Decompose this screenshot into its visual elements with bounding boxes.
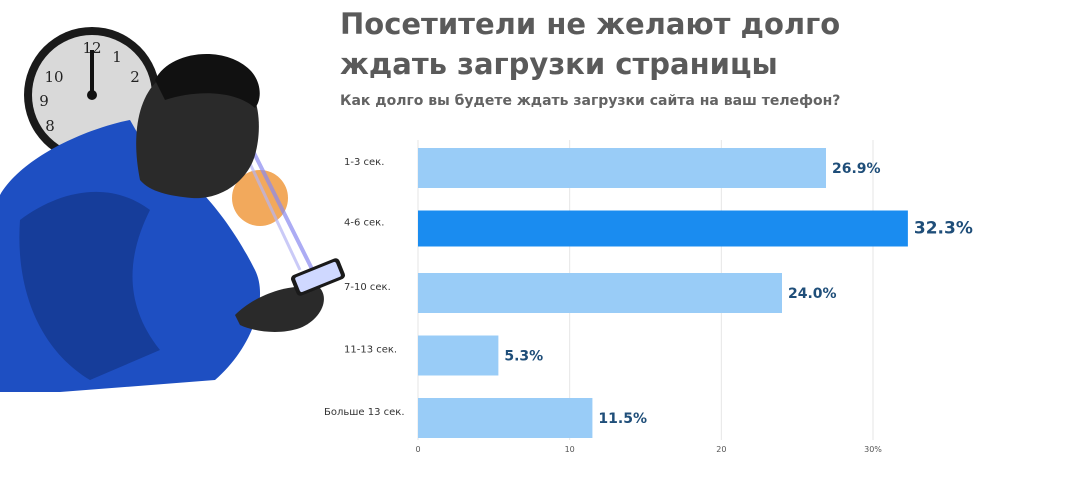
data-label: 24.0% bbox=[788, 286, 837, 302]
bar bbox=[418, 335, 499, 376]
chart-title: Как долго вы будете ждать загрузки сайта… bbox=[340, 93, 841, 109]
smartphone-icon bbox=[290, 258, 346, 296]
category-label: 7-10 сек. bbox=[344, 282, 391, 293]
x-tick-label: 20 bbox=[716, 445, 726, 454]
clock-numeral: 9 bbox=[39, 92, 49, 110]
data-label: 26.9% bbox=[832, 161, 881, 177]
category-label: Больше 13 сек. bbox=[324, 407, 405, 418]
data-label: 5.3% bbox=[504, 349, 543, 365]
x-tick-label: 0 bbox=[415, 445, 420, 454]
page-title-line-2: ждать загрузки страницы bbox=[340, 47, 778, 81]
person-icon bbox=[0, 53, 324, 392]
clock-numeral: 1 bbox=[112, 48, 122, 66]
page-title-line-1: Посетители не желают долго bbox=[340, 7, 841, 41]
category-label: 1-3 сек. bbox=[344, 157, 384, 168]
data-label: 32.3% bbox=[914, 219, 973, 239]
bar bbox=[418, 148, 826, 188]
bar bbox=[418, 273, 782, 313]
bar bbox=[418, 398, 593, 438]
x-tick-label: 10 bbox=[565, 445, 575, 454]
clock-numeral: 10 bbox=[44, 68, 63, 86]
category-label: 11-13 сек. bbox=[344, 345, 397, 356]
category-label: 4-6 сек. bbox=[344, 218, 384, 229]
x-tick-label: 30% bbox=[864, 445, 882, 454]
data-label: 11.5% bbox=[598, 411, 647, 427]
illustration: 12 1 2 10 9 8 bbox=[0, 27, 346, 392]
bar bbox=[418, 210, 908, 247]
page-title: Посетители не желают долго ждать загрузк… bbox=[340, 4, 840, 84]
clock-numeral: 12 bbox=[82, 39, 101, 57]
clock-numeral: 2 bbox=[130, 68, 140, 86]
clock-numeral: 8 bbox=[45, 117, 55, 135]
